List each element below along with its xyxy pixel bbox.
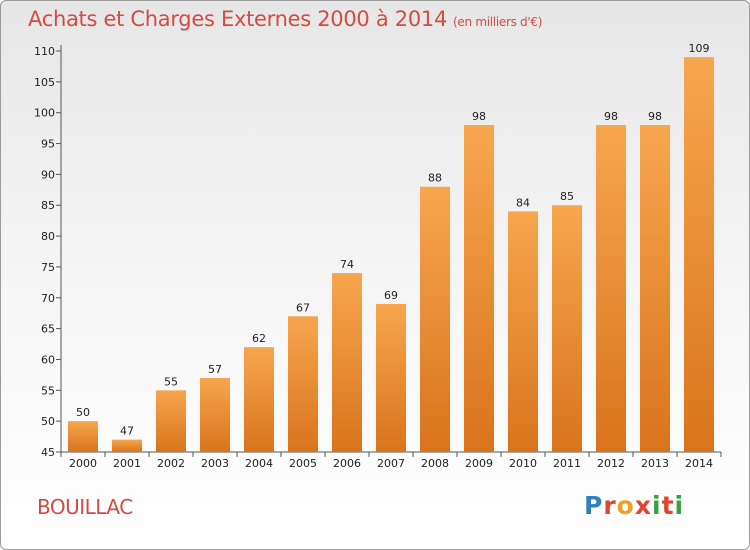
x-tick-label: 2002 <box>157 457 185 470</box>
brand-letter: r <box>603 491 617 520</box>
x-tick-label: 2003 <box>201 457 229 470</box>
chart-title-text: Achats et Charges Externes 2000 à 2014 <box>28 7 448 31</box>
x-tick-label: 2004 <box>245 457 273 470</box>
y-tick-label: 60 <box>41 353 55 366</box>
bar <box>244 347 274 452</box>
x-tick-label: 2011 <box>553 457 581 470</box>
bar <box>684 57 714 453</box>
data-label: 88 <box>428 172 442 185</box>
x-tick-label: 2005 <box>289 457 317 470</box>
y-tick-label: 90 <box>41 168 55 181</box>
data-label: 109 <box>689 42 710 55</box>
brand-letter: i <box>674 491 685 520</box>
brand-letter: x <box>634 491 652 520</box>
y-tick-label: 75 <box>41 261 55 274</box>
data-label: 55 <box>164 375 178 388</box>
brand-logo: Proxiti <box>584 491 684 520</box>
y-tick-label: 105 <box>34 76 55 89</box>
data-label: 85 <box>560 190 574 203</box>
x-tick-label: 2013 <box>641 457 669 470</box>
bar <box>200 377 230 452</box>
bar <box>508 211 538 452</box>
bar <box>156 390 186 452</box>
y-tick-label: 80 <box>41 230 55 243</box>
x-tick-label: 2000 <box>69 457 97 470</box>
data-label: 50 <box>76 406 90 419</box>
data-label: 98 <box>604 110 618 123</box>
bar <box>376 303 406 452</box>
y-tick-label: 70 <box>41 292 55 305</box>
data-label: 69 <box>384 289 398 302</box>
data-label: 98 <box>648 110 662 123</box>
y-tick-label: 110 <box>34 45 55 58</box>
bar <box>332 273 362 452</box>
x-tick-label: 2014 <box>685 457 713 470</box>
brand-letter: o <box>616 491 635 520</box>
y-tick-label: 45 <box>41 446 55 459</box>
data-label: 74 <box>340 258 354 271</box>
data-label: 62 <box>252 332 266 345</box>
y-tick-label: 50 <box>41 415 55 428</box>
bar <box>552 205 582 452</box>
x-tick-label: 2008 <box>421 457 449 470</box>
commune-name: BOUILLAC <box>37 495 133 519</box>
bar <box>288 316 318 452</box>
bar <box>420 186 450 452</box>
x-tick-label: 2012 <box>597 457 625 470</box>
x-tick-label: 2010 <box>509 457 537 470</box>
data-label: 84 <box>516 196 530 209</box>
bar <box>464 125 494 453</box>
data-label: 47 <box>120 425 134 438</box>
data-label: 57 <box>208 363 222 376</box>
bar <box>640 125 670 453</box>
brand-letter: P <box>584 491 604 520</box>
bar <box>112 439 142 452</box>
brand-letter: t <box>661 491 675 520</box>
x-tick-label: 2001 <box>113 457 141 470</box>
chart-title: Achats et Charges Externes 2000 à 2014 (e… <box>28 7 542 31</box>
data-label: 67 <box>296 301 310 314</box>
bar <box>596 125 626 453</box>
data-label: 98 <box>472 110 486 123</box>
y-tick-label: 65 <box>41 323 55 336</box>
y-tick-label: 95 <box>41 138 55 151</box>
brand-letter: i <box>652 491 662 520</box>
bar <box>68 421 98 452</box>
x-tick-label: 2009 <box>465 457 493 470</box>
x-tick-label: 2006 <box>333 457 361 470</box>
chart-unit: (en milliers d'€) <box>453 15 543 29</box>
x-tick-label: 2007 <box>377 457 405 470</box>
y-tick-label: 100 <box>34 107 55 120</box>
y-tick-label: 55 <box>41 384 55 397</box>
y-tick-label: 85 <box>41 199 55 212</box>
